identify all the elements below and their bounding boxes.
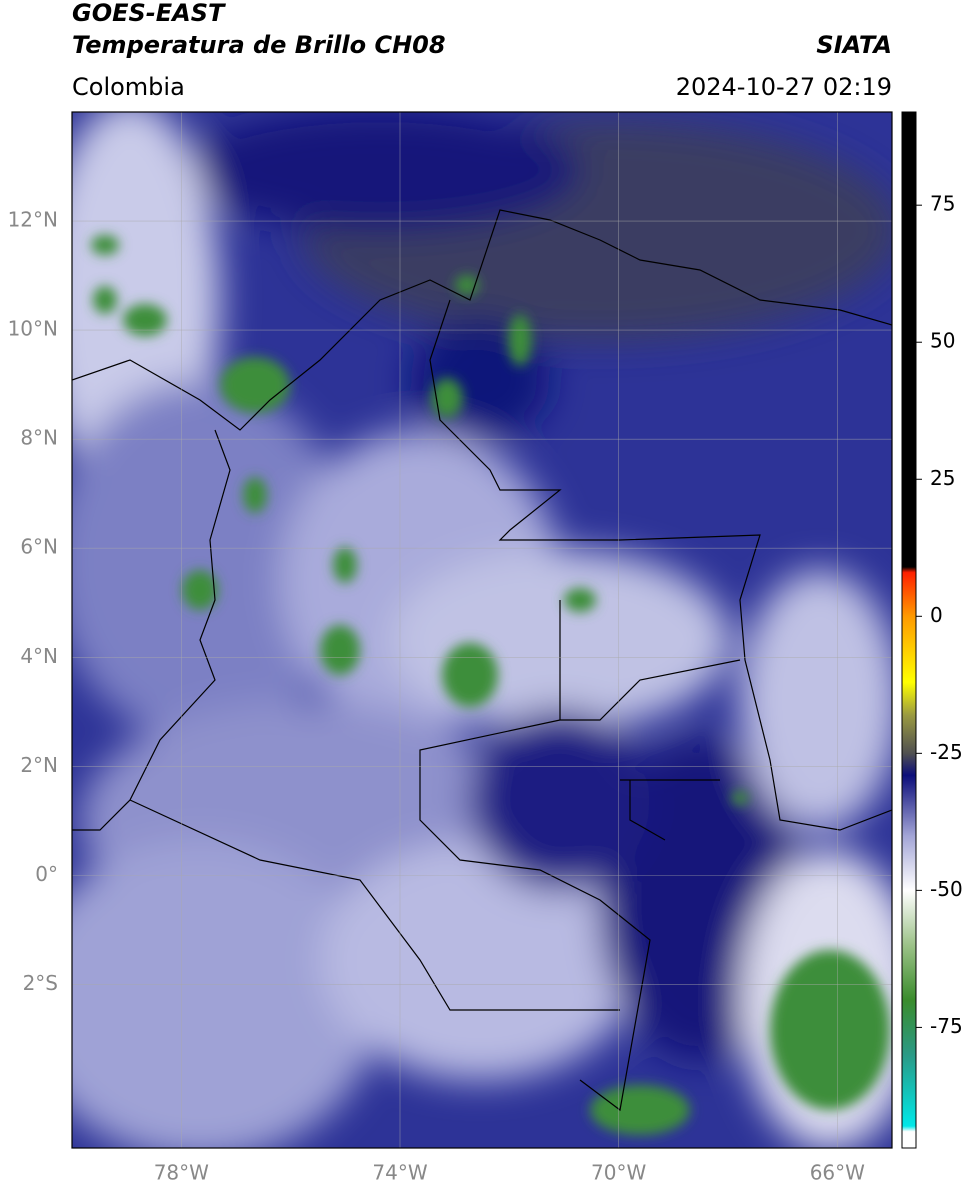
datetime: 2024-10-27 02:19 bbox=[676, 73, 892, 101]
x-tick-label: 70°W bbox=[591, 1161, 646, 1185]
colorbar-tick-label: 0 bbox=[930, 603, 943, 627]
colorbar-tick-label: 25 bbox=[930, 466, 955, 490]
x-tick-label: 78°W bbox=[154, 1161, 209, 1185]
y-tick-label: 0° bbox=[35, 862, 58, 886]
colorbar-tick-label: 50 bbox=[930, 329, 955, 353]
y-tick-label: 8°N bbox=[20, 426, 58, 450]
colorbar-tick-label: -25 bbox=[930, 740, 963, 764]
y-tick-label: 2°S bbox=[23, 971, 58, 995]
region: Colombia bbox=[72, 73, 185, 101]
x-tick-label: 74°W bbox=[372, 1161, 427, 1185]
colorbar: 75 50 25 0 -25 -50 -75 bbox=[901, 111, 963, 1149]
colorbar-scale bbox=[901, 111, 917, 1149]
x-tick-label: 66°W bbox=[810, 1161, 865, 1185]
colorbar-tick-label: -75 bbox=[930, 1014, 963, 1038]
satellite-image bbox=[72, 112, 892, 1148]
y-tick-label: 4°N bbox=[20, 644, 58, 668]
y-tick-label: 10°N bbox=[8, 317, 58, 341]
y-tick-label: 2°N bbox=[20, 753, 58, 777]
product: Temperatura de Brillo CH08 bbox=[72, 31, 446, 59]
source: SIATA bbox=[816, 31, 892, 59]
y-tick-label: 6°N bbox=[20, 535, 58, 559]
satellite: GOES-EAST bbox=[72, 0, 226, 27]
y-tick-label: 12°N bbox=[8, 208, 58, 232]
colorbar-tick-label: -50 bbox=[930, 877, 963, 901]
grid bbox=[72, 112, 892, 1148]
colorbar-tick-label: 75 bbox=[930, 192, 955, 216]
map-frame bbox=[71, 111, 893, 1149]
